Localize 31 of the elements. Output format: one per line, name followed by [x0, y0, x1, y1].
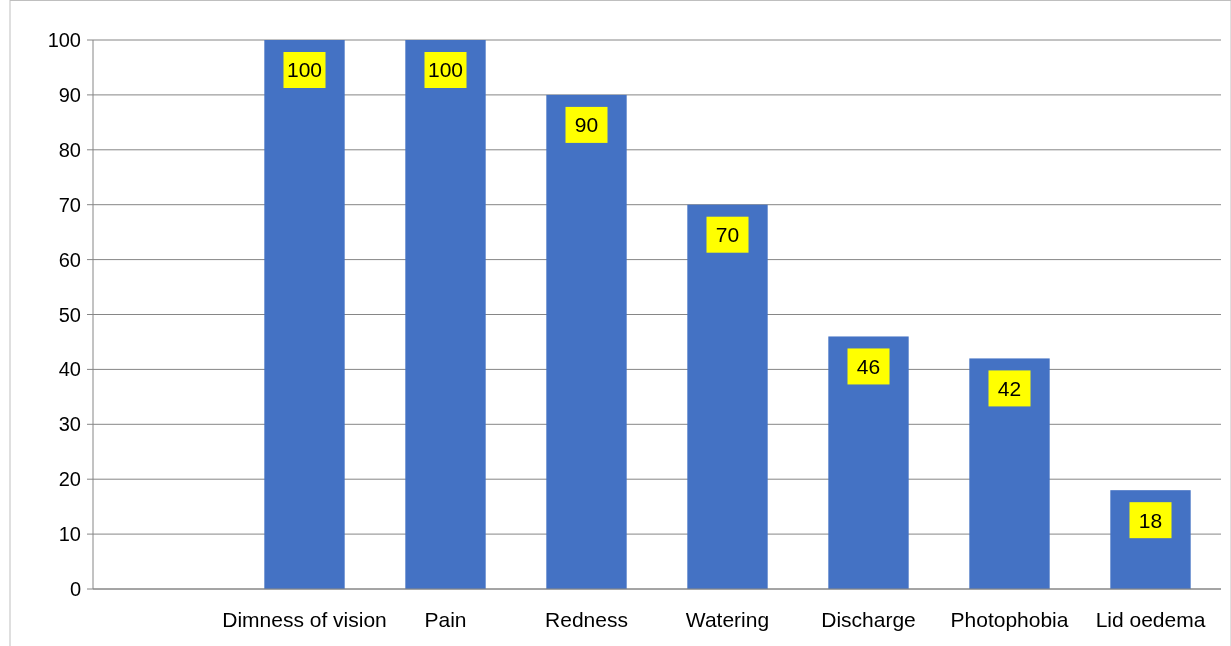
y-tick-label: 20	[58, 468, 81, 491]
y-tick-label: 50	[58, 303, 81, 326]
bar	[546, 94, 627, 589]
data-label: 100	[427, 58, 464, 82]
bar	[405, 40, 486, 589]
x-tick-label: Photophobia	[950, 608, 1069, 631]
y-tick-label: 0	[69, 578, 81, 600]
y-tick-label: 90	[58, 83, 81, 106]
y-tick-label: 70	[58, 193, 81, 216]
x-tick-label: Redness	[545, 608, 628, 631]
data-label: 90	[574, 113, 599, 137]
bar	[828, 336, 909, 589]
data-label: 42	[997, 376, 1022, 400]
y-tick-label: 80	[58, 138, 81, 161]
data-label: 70	[715, 223, 740, 247]
x-tick-label: Dimness of vision	[222, 608, 387, 631]
data-label: 100	[286, 58, 323, 82]
x-tick-label: Lid oedema	[1095, 608, 1206, 631]
bar	[969, 358, 1050, 589]
y-tick-label: 30	[58, 413, 81, 436]
x-tick-label: Pain	[424, 608, 467, 631]
y-tick-label: 40	[58, 358, 81, 381]
bar	[687, 204, 768, 589]
data-label: 46	[856, 354, 881, 378]
bar	[264, 40, 345, 589]
y-tick-label: 60	[58, 248, 81, 271]
y-tick-label: 100	[47, 29, 81, 51]
x-tick-label: Watering	[685, 608, 770, 631]
data-label: 18	[1138, 508, 1163, 532]
y-tick-label: 10	[58, 523, 81, 546]
x-tick-label: Discharge	[821, 608, 916, 631]
